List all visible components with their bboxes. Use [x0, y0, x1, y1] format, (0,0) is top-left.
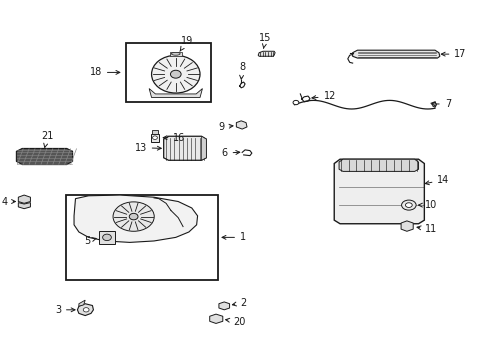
Text: 17: 17	[440, 49, 466, 59]
Polygon shape	[333, 159, 424, 224]
Text: 16: 16	[163, 133, 185, 143]
Ellipse shape	[292, 100, 298, 105]
Text: 5: 5	[83, 236, 96, 246]
Polygon shape	[17, 148, 72, 165]
Text: 15: 15	[259, 33, 271, 49]
Polygon shape	[18, 195, 30, 203]
Ellipse shape	[83, 308, 89, 312]
Text: 4: 4	[1, 197, 16, 207]
Bar	[126, 43, 210, 102]
Polygon shape	[400, 221, 412, 231]
Polygon shape	[163, 136, 206, 160]
Text: 12: 12	[311, 91, 335, 102]
Ellipse shape	[170, 70, 181, 78]
Text: 10: 10	[418, 200, 437, 210]
Ellipse shape	[151, 55, 200, 93]
Text: 9: 9	[218, 122, 232, 132]
Ellipse shape	[102, 234, 111, 240]
Polygon shape	[352, 50, 439, 58]
Ellipse shape	[113, 202, 154, 231]
Text: 8: 8	[239, 62, 244, 79]
Text: 20: 20	[225, 317, 245, 327]
Text: 2: 2	[232, 298, 246, 308]
Polygon shape	[338, 159, 418, 171]
Text: 21: 21	[41, 131, 54, 148]
Text: 19: 19	[180, 36, 192, 51]
Polygon shape	[79, 300, 85, 306]
Polygon shape	[74, 195, 197, 242]
Ellipse shape	[129, 213, 138, 220]
Polygon shape	[77, 304, 93, 316]
Polygon shape	[170, 52, 181, 55]
Text: 18: 18	[89, 67, 120, 77]
Text: 11: 11	[416, 225, 437, 234]
Polygon shape	[149, 89, 202, 98]
Polygon shape	[236, 121, 246, 129]
Bar	[65, 195, 218, 280]
Text: 13: 13	[134, 143, 161, 153]
Ellipse shape	[401, 200, 415, 210]
Ellipse shape	[152, 136, 157, 139]
Polygon shape	[258, 51, 275, 56]
Bar	[99, 231, 115, 244]
Text: 14: 14	[425, 175, 449, 185]
Polygon shape	[209, 314, 223, 323]
Polygon shape	[219, 302, 229, 310]
Ellipse shape	[171, 52, 180, 55]
Polygon shape	[18, 203, 30, 209]
Text: 6: 6	[221, 148, 239, 158]
Bar	[151, 130, 158, 134]
Ellipse shape	[405, 203, 411, 207]
Text: 3: 3	[55, 305, 75, 315]
Text: 7: 7	[431, 99, 450, 109]
Polygon shape	[201, 136, 206, 160]
Text: 1: 1	[222, 232, 245, 242]
Bar	[150, 134, 159, 141]
